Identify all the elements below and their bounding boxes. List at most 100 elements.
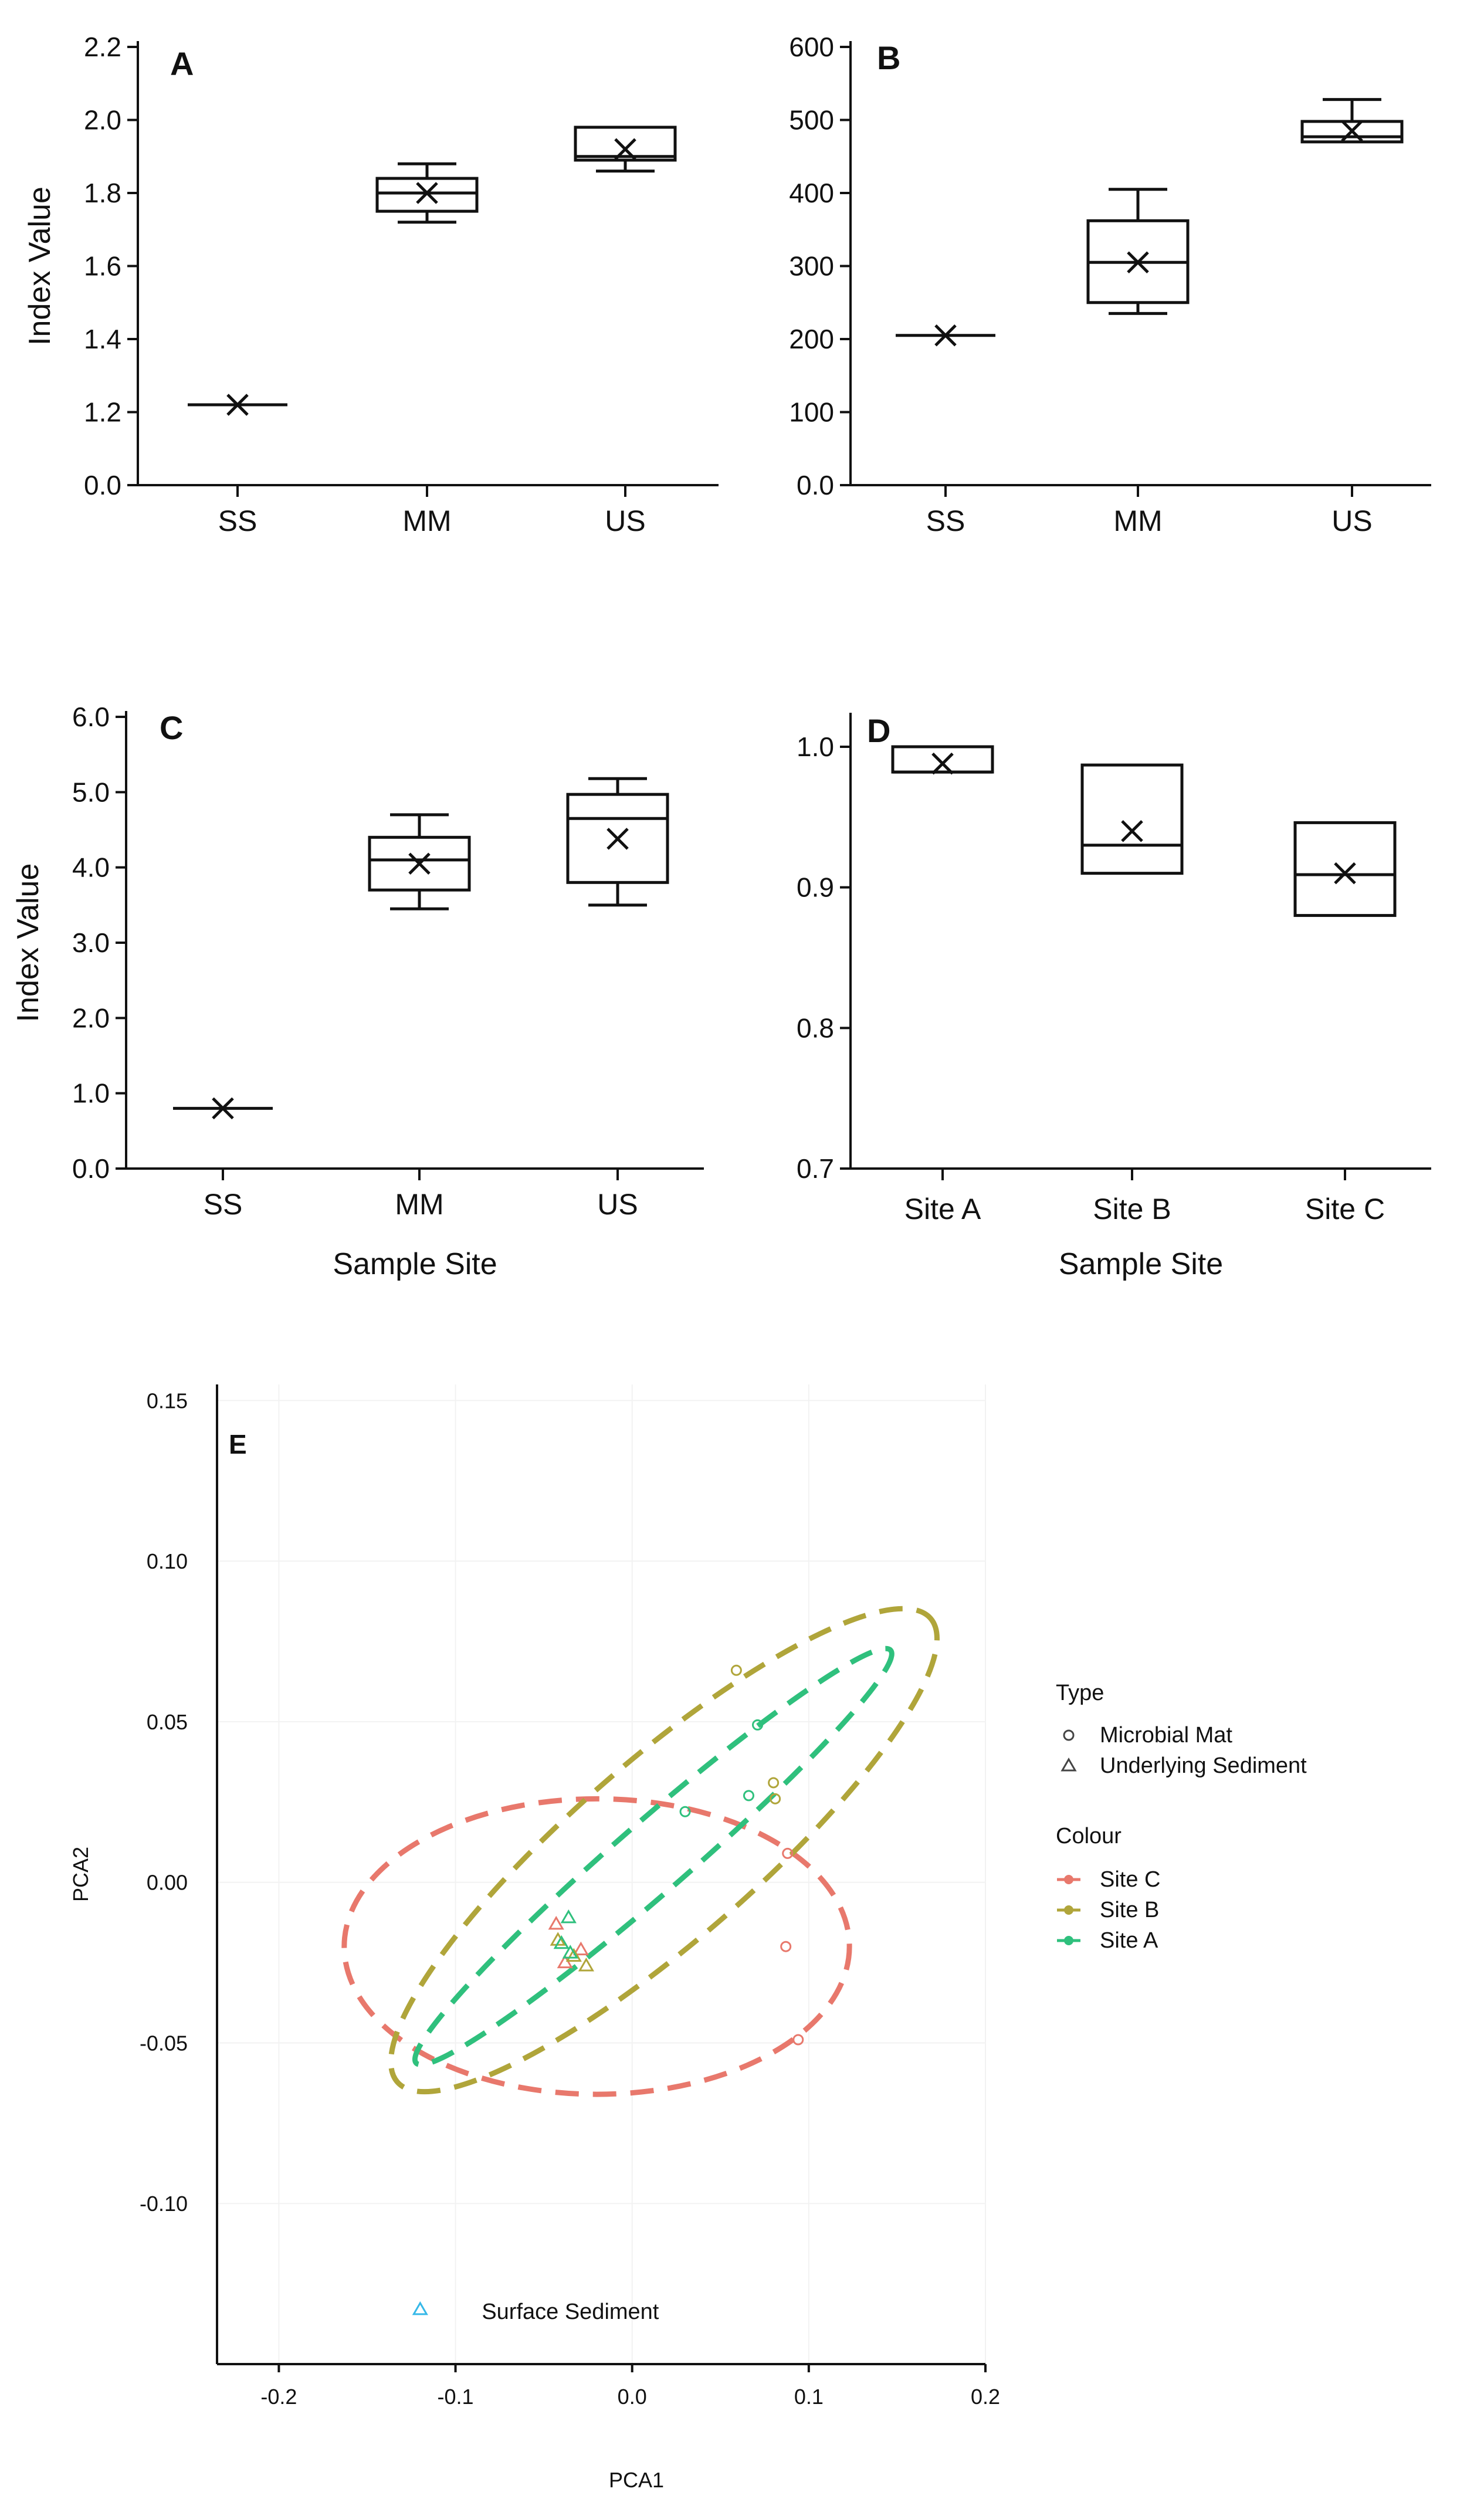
annotation-surface-sediment: Surface Sediment bbox=[482, 2300, 659, 2324]
data-point bbox=[565, 1948, 582, 1962]
y-tick-label: 0.0 bbox=[797, 470, 834, 500]
x-tick-label: MM bbox=[402, 504, 451, 537]
mean-marker bbox=[614, 138, 636, 161]
data-point bbox=[560, 1909, 577, 1924]
mean-marker bbox=[1334, 862, 1356, 885]
y-tick-label: -0.05 bbox=[140, 2031, 188, 2055]
x-axis-label: PCA1 bbox=[609, 2468, 664, 2492]
mean-marker bbox=[1121, 820, 1143, 842]
y-tick-label: 500 bbox=[789, 105, 834, 136]
x-tick-label: US bbox=[605, 504, 645, 537]
y-tick-label: 600 bbox=[789, 32, 834, 62]
y-tick-label: 1.8 bbox=[84, 178, 121, 208]
mean-marker bbox=[934, 324, 957, 347]
data-point bbox=[743, 1790, 754, 1802]
mean-marker bbox=[931, 752, 954, 775]
box bbox=[891, 745, 994, 774]
y-axis-label: Index Value bbox=[11, 864, 45, 1022]
y-tick-label: 100 bbox=[789, 397, 834, 428]
y-tick-label: 300 bbox=[789, 251, 834, 282]
data-point bbox=[792, 2034, 804, 2046]
panel-d: 0.7 0.8 0.9 1.0 Site A Site B Site C D Sample Si… bbox=[797, 712, 1431, 1281]
mean-marker bbox=[416, 182, 438, 204]
data-point bbox=[768, 1777, 780, 1789]
y-axis-label: Index Value bbox=[23, 187, 57, 346]
x-tick-label: 0.0 bbox=[618, 2385, 647, 2409]
legend-title-type: Type bbox=[1056, 1681, 1104, 1705]
x-tick-label: Site C bbox=[1305, 1193, 1385, 1225]
legend-swatch-dot bbox=[1064, 1905, 1073, 1915]
data-point bbox=[572, 1941, 589, 1956]
x-tick-label: 0.1 bbox=[794, 2385, 824, 2409]
mean-marker bbox=[607, 828, 629, 850]
y-tick-label: 0.9 bbox=[797, 872, 834, 903]
y-tick-label: 0.7 bbox=[797, 1153, 834, 1184]
x-tick-label: 0.2 bbox=[971, 2385, 1000, 2409]
box bbox=[566, 793, 669, 884]
legend-item-colour: Site C bbox=[1100, 1867, 1160, 1892]
legend-swatch-dot bbox=[1064, 1936, 1073, 1945]
y-tick-label: 2.0 bbox=[72, 1003, 110, 1033]
mean-marker bbox=[1341, 120, 1363, 142]
mean-marker bbox=[1127, 251, 1149, 274]
y-tick-label: 400 bbox=[789, 178, 834, 208]
y-tick-label: 6.0 bbox=[72, 702, 110, 732]
data-point bbox=[752, 1719, 764, 1731]
legend-swatch-dot bbox=[1064, 1875, 1073, 1884]
legend-item-colour: Site B bbox=[1100, 1898, 1159, 1922]
x-tick-label: -0.1 bbox=[438, 2385, 474, 2409]
y-tick-label: 0.0 bbox=[72, 1153, 110, 1184]
y-tick-label: 200 bbox=[789, 324, 834, 354]
legend-item-type: Microbial Mat bbox=[1100, 1723, 1232, 1748]
surface-sediment-point bbox=[412, 2301, 428, 2315]
panel-label: A bbox=[170, 45, 194, 82]
x-tick-label: MM bbox=[395, 1188, 443, 1221]
panel-label: E bbox=[229, 1429, 247, 1460]
confidence-ellipse-site-a bbox=[412, 1645, 895, 2067]
box bbox=[1080, 763, 1184, 875]
x-tick-label: Site A bbox=[904, 1193, 981, 1225]
y-tick-label: 0.00 bbox=[147, 1871, 188, 1895]
box bbox=[574, 126, 677, 162]
y-tick-label: 1.0 bbox=[72, 1078, 110, 1109]
y-tick-label: 1.0 bbox=[797, 732, 834, 762]
data-point bbox=[578, 1958, 595, 1972]
x-tick-label: US bbox=[1331, 504, 1372, 537]
y-tick-label: 2.0 bbox=[84, 105, 121, 136]
panel-a: 0.0 1.2 1.4 1.6 1.8 2.0 2.2 SS MM US A Index Value bbox=[23, 32, 719, 537]
box bbox=[375, 177, 479, 213]
y-tick-label: 3.0 bbox=[72, 927, 110, 958]
confidence-ellipse-site-b bbox=[388, 1606, 940, 2095]
panel-b: 0.0 100 200 300 400 500 600 SS MM US B bbox=[789, 32, 1431, 537]
y-tick-label: 0.10 bbox=[147, 1549, 188, 1573]
panel-c: 0.0 1.0 2.0 3.0 4.0 5.0 6.0 SS MM US C Index Value S… bbox=[11, 702, 704, 1281]
y-tick-label: 5.0 bbox=[72, 777, 110, 807]
data-point bbox=[548, 1915, 564, 1930]
y-axis-label: PCA2 bbox=[69, 1847, 93, 1902]
x-tick-label: Site B bbox=[1093, 1193, 1171, 1225]
y-tick-label: 1.2 bbox=[84, 397, 121, 428]
x-axis-label: Sample Site bbox=[1059, 1247, 1223, 1281]
y-tick-label: 4.0 bbox=[72, 852, 110, 883]
data-point bbox=[562, 1945, 578, 1959]
legend-item-colour: Site A bbox=[1100, 1928, 1158, 1953]
y-tick-label: 0.8 bbox=[797, 1013, 834, 1043]
mean-marker bbox=[212, 1097, 234, 1120]
box bbox=[368, 835, 471, 892]
data-point bbox=[553, 1935, 570, 1949]
y-tick-label: -0.10 bbox=[140, 2192, 188, 2216]
x-tick-label: SS bbox=[204, 1188, 243, 1221]
y-tick-label: 2.2 bbox=[84, 32, 121, 62]
data-point bbox=[780, 1941, 792, 1952]
mean-marker bbox=[408, 852, 431, 875]
panel-label: C bbox=[160, 709, 183, 746]
x-tick-label: MM bbox=[1113, 504, 1162, 537]
legend-title-colour: Colour bbox=[1056, 1824, 1122, 1848]
data-point bbox=[770, 1793, 781, 1804]
legend-marker-triangle bbox=[1061, 1758, 1077, 1772]
y-tick-label: 1.4 bbox=[84, 324, 121, 354]
y-tick-label: 0.0 bbox=[84, 470, 121, 500]
y-tick-label: 0.05 bbox=[147, 1710, 188, 1734]
y-tick-label: 1.6 bbox=[84, 251, 121, 282]
